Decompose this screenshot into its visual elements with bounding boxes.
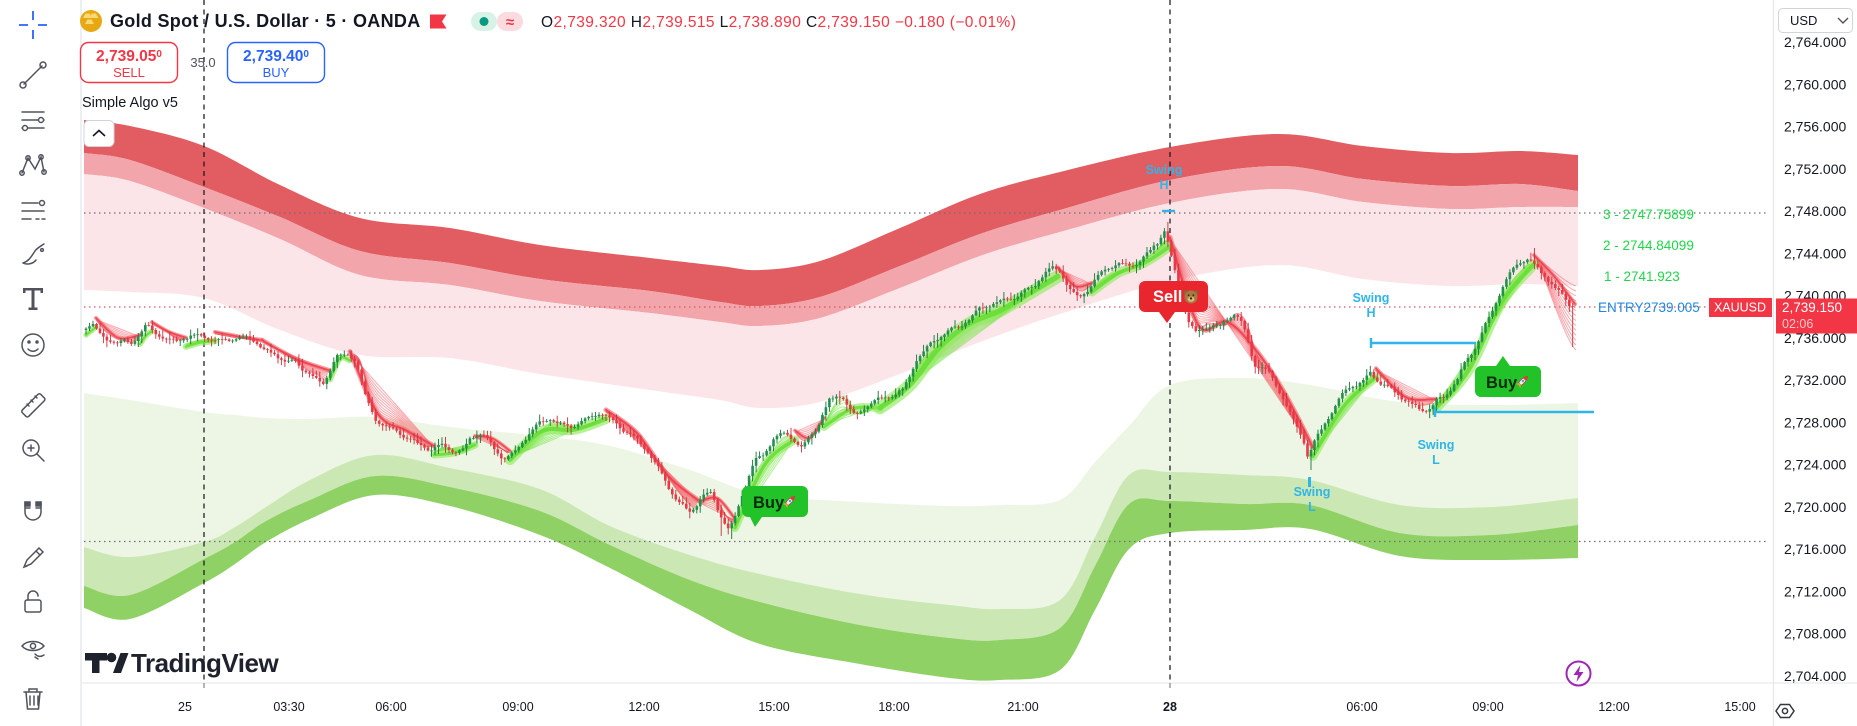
- svg-text:2,744.000: 2,744.000: [1784, 245, 1846, 261]
- svg-text:06:00: 06:00: [375, 700, 406, 714]
- svg-text:12:00: 12:00: [1598, 700, 1629, 714]
- svg-text:SELL: SELL: [113, 65, 145, 80]
- svg-text:2,748.000: 2,748.000: [1784, 203, 1846, 219]
- svg-text:06:00: 06:00: [1346, 700, 1377, 714]
- svg-text:02:06: 02:06: [1782, 317, 1813, 331]
- svg-text:2,724.000: 2,724.000: [1784, 457, 1846, 473]
- svg-text:Swing: Swing: [1146, 163, 1183, 177]
- svg-text:XAUUSD: XAUUSD: [1714, 301, 1766, 315]
- svg-text:21:00: 21:00: [1007, 700, 1038, 714]
- svg-text:3 - 2747.75899: 3 - 2747.75899: [1603, 207, 1694, 222]
- svg-text:Swing: Swing: [1294, 485, 1331, 499]
- svg-text:2,712.000: 2,712.000: [1784, 583, 1846, 599]
- svg-text:18:00: 18:00: [878, 700, 909, 714]
- svg-text:2,732.000: 2,732.000: [1784, 372, 1846, 388]
- svg-text:Swing: Swing: [1353, 291, 1390, 305]
- svg-text:15:00: 15:00: [758, 700, 789, 714]
- svg-text:03:30: 03:30: [273, 700, 304, 714]
- svg-text:28: 28: [1163, 700, 1177, 714]
- svg-text:BUY: BUY: [263, 65, 290, 80]
- svg-text:15:00: 15:00: [1724, 700, 1755, 714]
- svg-text:2,739.400: 2,739.400: [243, 48, 309, 65]
- svg-text:1 - 2741.923: 1 - 2741.923: [1604, 269, 1680, 284]
- svg-text:2,739.050: 2,739.050: [96, 48, 162, 65]
- svg-text:2 - 2744.84099: 2 - 2744.84099: [1603, 238, 1694, 253]
- svg-text:Gold Spot / U.S. Dollar · 5 ·: Gold Spot / U.S. Dollar · 5 · OANDA: [110, 11, 421, 31]
- svg-text:2,752.000: 2,752.000: [1784, 161, 1846, 177]
- svg-text:H: H: [1159, 178, 1168, 192]
- svg-text:2,728.000: 2,728.000: [1784, 414, 1846, 430]
- svg-text:L: L: [1308, 500, 1316, 514]
- svg-text:2,764.000: 2,764.000: [1784, 34, 1846, 50]
- svg-text:2,720.000: 2,720.000: [1784, 499, 1846, 515]
- svg-text:09:00: 09:00: [502, 700, 533, 714]
- svg-text:ENTRY2739.005: ENTRY2739.005: [1598, 300, 1700, 315]
- svg-text:TradingView: TradingView: [131, 648, 279, 678]
- svg-text:2,736.000: 2,736.000: [1784, 330, 1846, 346]
- svg-text:≈: ≈: [506, 14, 514, 31]
- svg-text:L: L: [1432, 453, 1440, 467]
- svg-text:35.0: 35.0: [190, 55, 215, 70]
- svg-text:2,704.000: 2,704.000: [1784, 668, 1846, 684]
- svg-text:H: H: [1366, 306, 1375, 320]
- svg-text:2,760.000: 2,760.000: [1784, 76, 1846, 92]
- svg-text:Simple Algo v5: Simple Algo v5: [82, 95, 178, 111]
- svg-text:09:00: 09:00: [1472, 700, 1503, 714]
- svg-text:Buy: Buy: [1486, 374, 1518, 392]
- svg-text:Buy: Buy: [753, 494, 785, 512]
- svg-text:2,756.000: 2,756.000: [1784, 119, 1846, 135]
- svg-text:2,716.000: 2,716.000: [1784, 541, 1846, 557]
- svg-text:Sell: Sell: [1153, 288, 1182, 306]
- svg-text:25: 25: [178, 700, 192, 714]
- svg-text:2,708.000: 2,708.000: [1784, 626, 1846, 642]
- svg-text:O2,739.320 H2,739.515 L2,738.8: O2,739.320 H2,739.515 L2,738.890 C2,739.…: [541, 14, 1016, 31]
- svg-text:12:00: 12:00: [628, 700, 659, 714]
- svg-text:Swing: Swing: [1418, 438, 1455, 452]
- svg-text:2,739.150: 2,739.150: [1782, 300, 1842, 315]
- svg-text:USD: USD: [1790, 13, 1817, 28]
